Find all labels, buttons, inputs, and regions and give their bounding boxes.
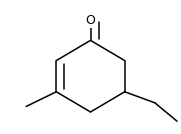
Text: O: O	[86, 14, 95, 27]
